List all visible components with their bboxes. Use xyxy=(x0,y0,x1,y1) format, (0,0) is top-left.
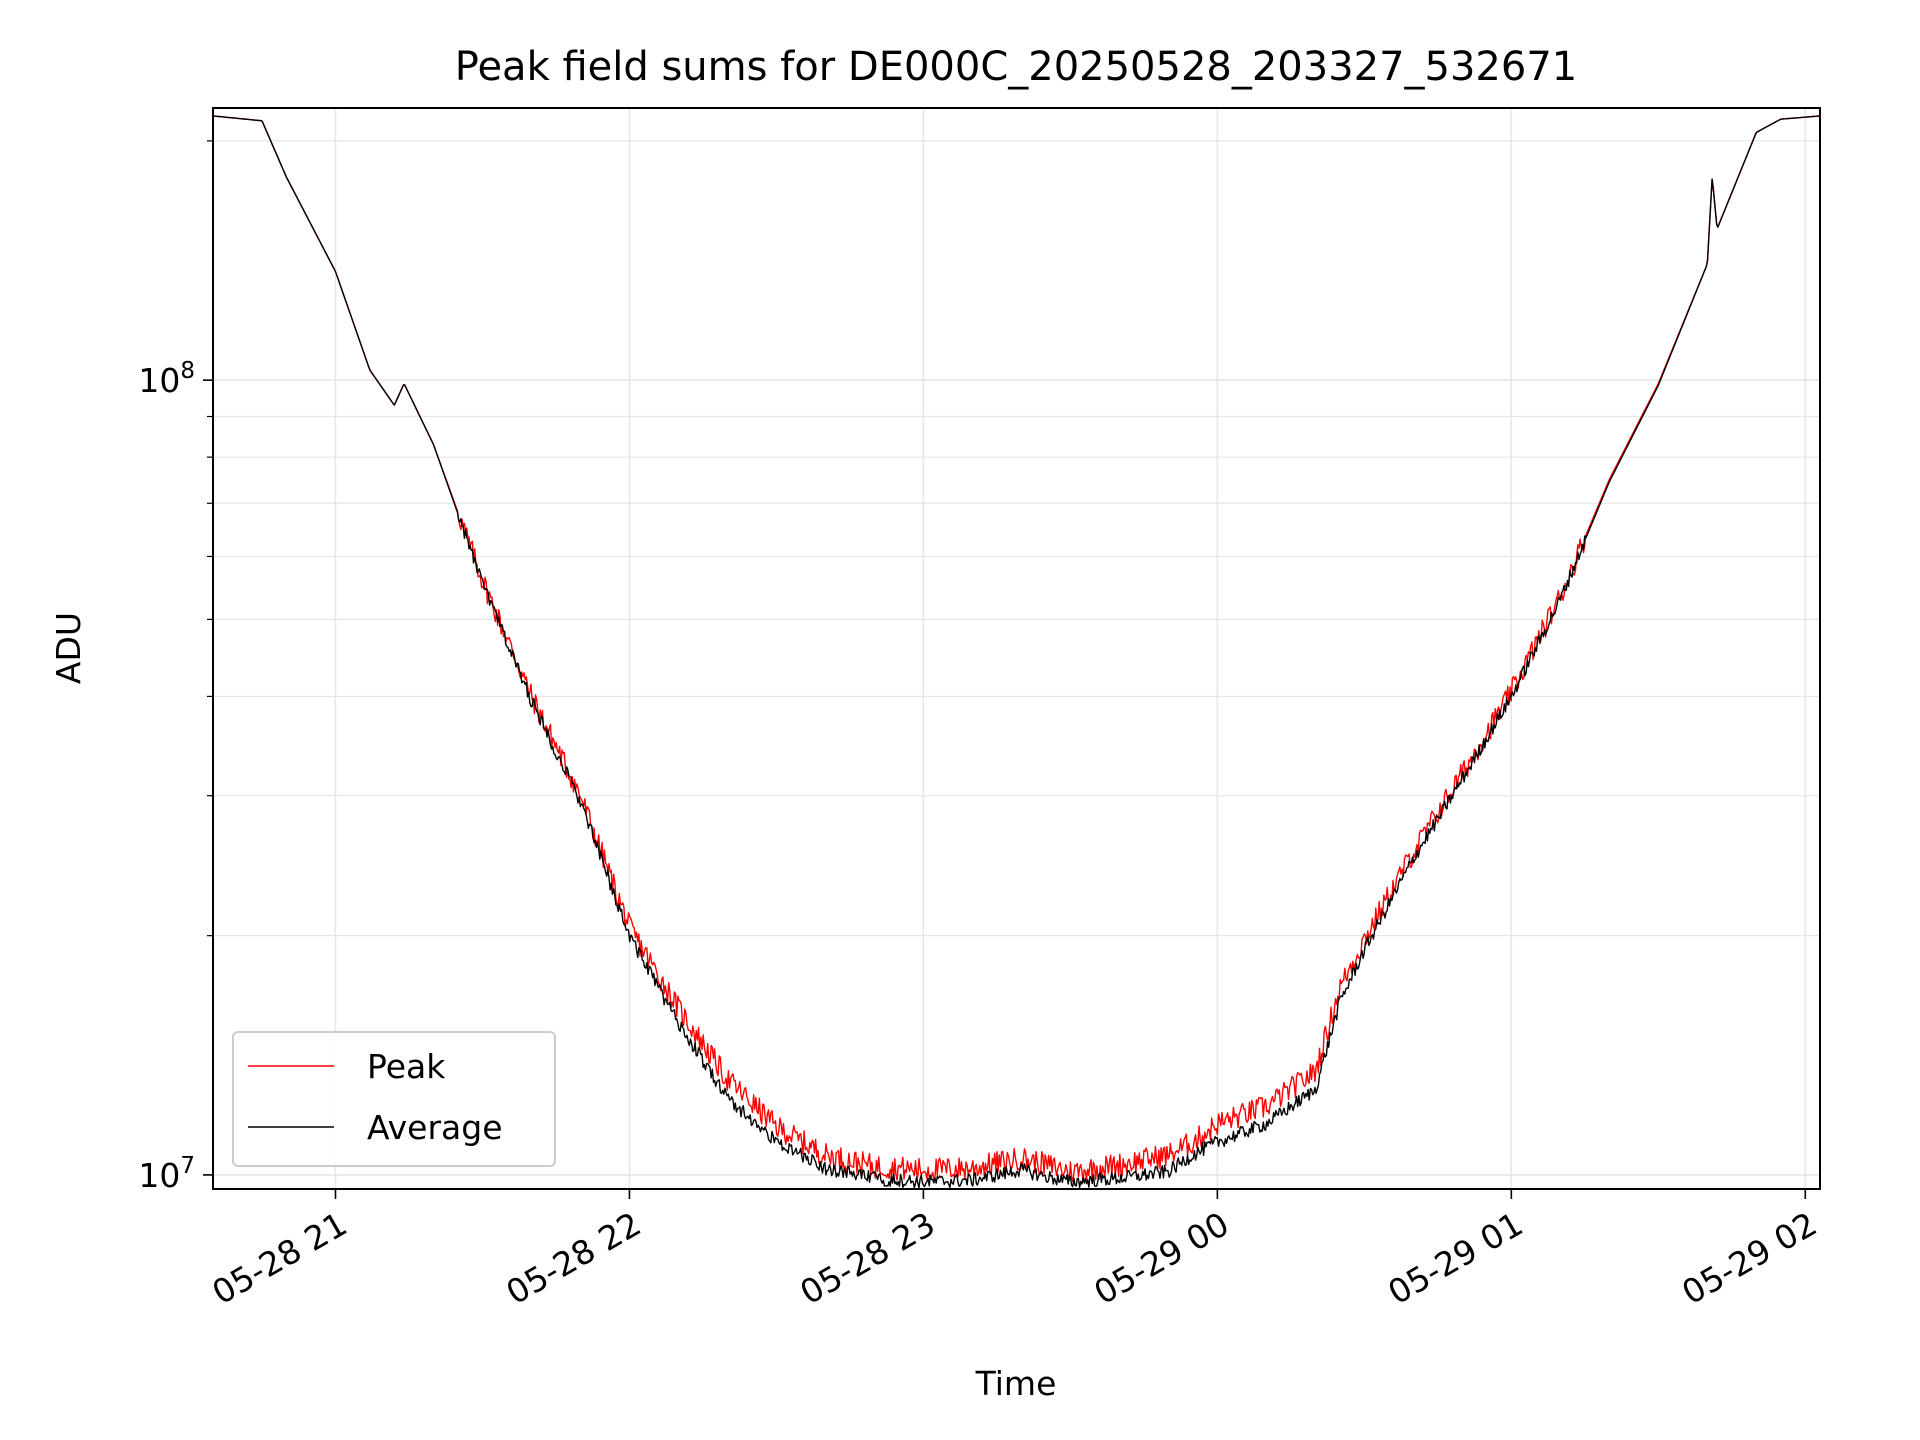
legend: Peak Average xyxy=(232,1031,556,1167)
x-axis-label: Time xyxy=(975,1364,1057,1403)
y-axis-label: ADU xyxy=(49,612,88,684)
plot-frame xyxy=(212,107,1821,1190)
chart-title: Peak field sums for DE000C_20250528_2033… xyxy=(455,44,1577,90)
legend-label-peak: Peak xyxy=(367,1047,446,1086)
legend-label-average: Average xyxy=(367,1108,503,1147)
series-line-average xyxy=(212,115,1821,1189)
series-layer xyxy=(212,115,1821,1189)
y-tick-label: 107 xyxy=(138,1153,195,1195)
y-tick-label: 108 xyxy=(138,358,195,400)
series-line-peak xyxy=(212,115,1821,1183)
grid xyxy=(213,108,1820,1189)
